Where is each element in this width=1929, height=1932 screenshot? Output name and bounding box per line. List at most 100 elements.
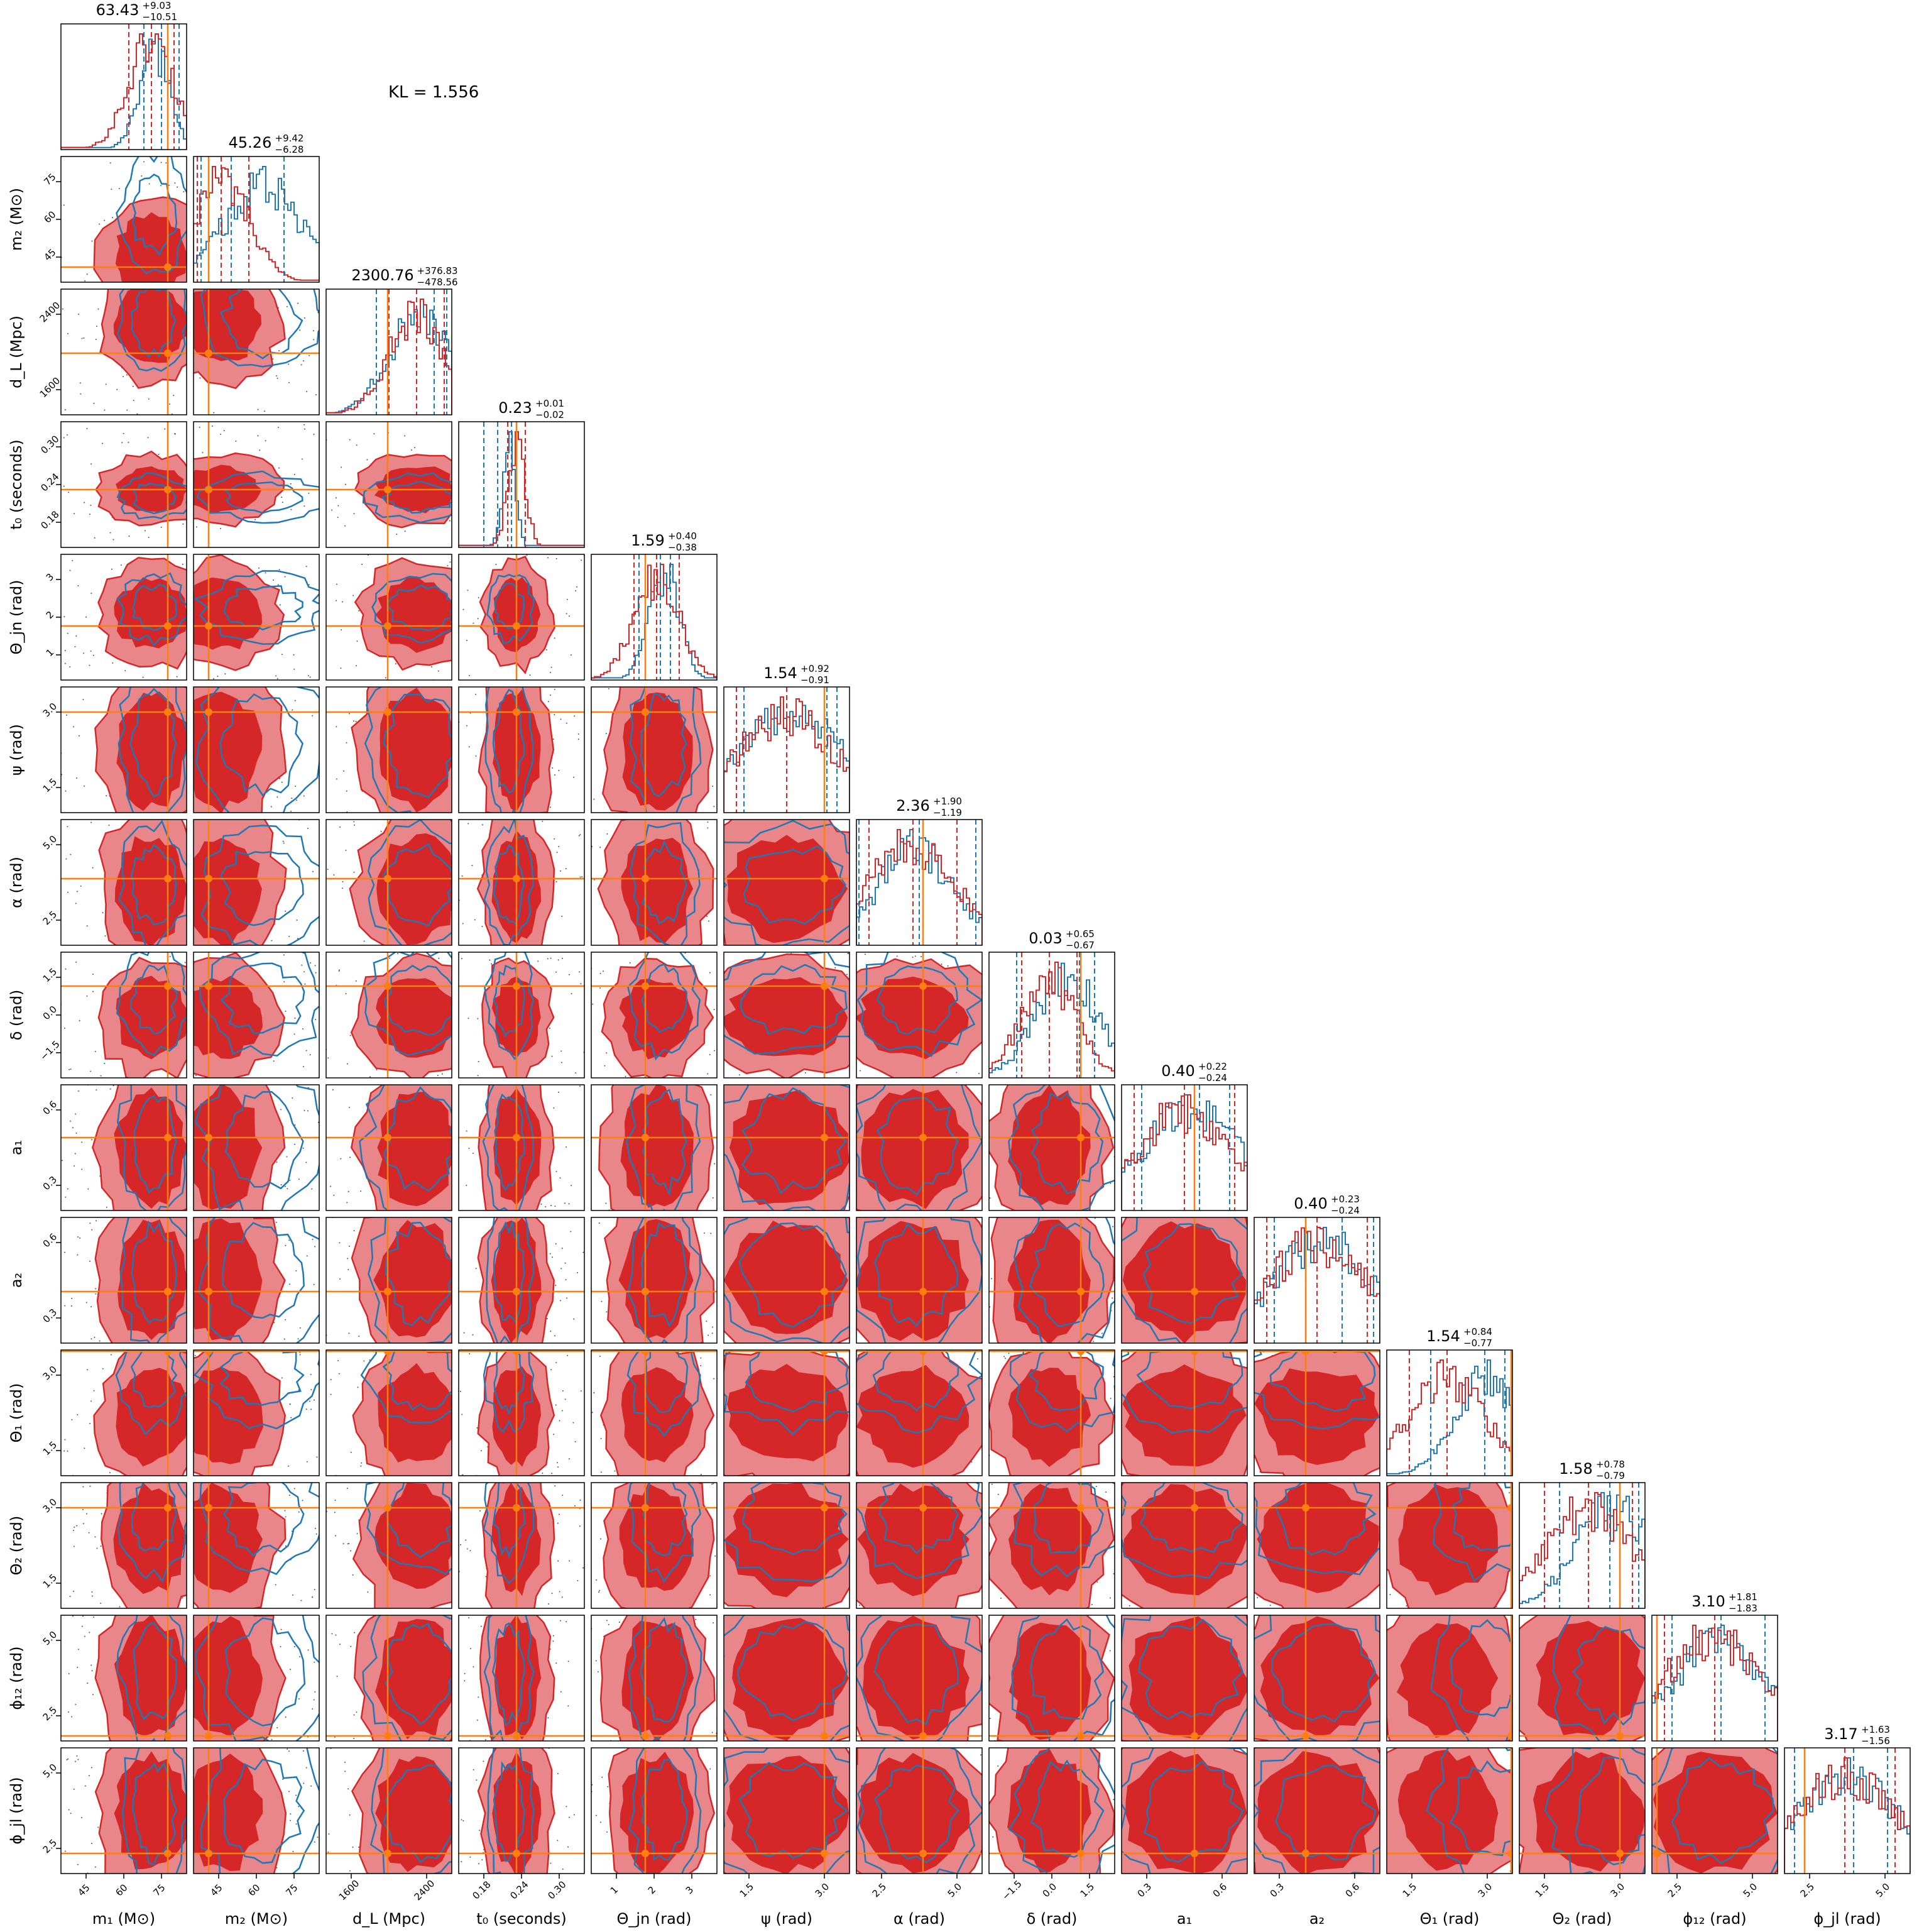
- sample-point: [601, 1438, 602, 1439]
- sample-point: [366, 459, 368, 461]
- sample-point: [276, 1222, 277, 1223]
- sample-point: [77, 585, 79, 586]
- sample-point: [1129, 1605, 1130, 1606]
- truth-point: [205, 486, 212, 493]
- sample-point: [314, 1400, 315, 1401]
- sample-point: [158, 454, 160, 455]
- sample-point: [81, 338, 82, 339]
- sample-point: [72, 560, 73, 561]
- sample-point: [356, 980, 357, 982]
- sample-point: [700, 1358, 701, 1359]
- sample-point: [1105, 1491, 1107, 1493]
- sample-point: [557, 1773, 559, 1774]
- sample-point: [336, 497, 337, 498]
- sample-point: [305, 1161, 307, 1163]
- sample-point: [1406, 1605, 1407, 1606]
- sample-point: [276, 1161, 277, 1163]
- truth-point: [384, 1732, 391, 1740]
- sample-point: [272, 358, 273, 360]
- sample-point: [87, 1682, 88, 1684]
- sample-point: [111, 189, 112, 190]
- sample-point: [557, 1466, 559, 1468]
- sample-point: [592, 1412, 593, 1413]
- sample-point: [292, 1594, 293, 1596]
- sample-point: [285, 1319, 286, 1320]
- sample-point: [64, 1028, 65, 1029]
- sample-point: [312, 1239, 314, 1240]
- sample-point: [356, 444, 358, 446]
- sample-point: [605, 1203, 606, 1204]
- sample-point: [101, 1513, 102, 1515]
- sample-point: [90, 1400, 92, 1402]
- sample-point: [74, 513, 75, 514]
- sample-point: [68, 1711, 69, 1713]
- marginal-title-value: 2.36: [896, 797, 929, 815]
- sample-point: [303, 971, 305, 972]
- truth-point: [1077, 1134, 1085, 1141]
- sample-point: [308, 493, 309, 494]
- sample-point: [278, 584, 279, 585]
- sample-point: [707, 1073, 708, 1075]
- sample-point: [89, 1222, 90, 1224]
- sample-point: [94, 537, 96, 539]
- truth-point: [1077, 1504, 1085, 1512]
- sample-point: [713, 1009, 714, 1010]
- sample-point: [353, 720, 354, 722]
- marginal-title-minus: −0.38: [668, 542, 697, 553]
- sample-point: [411, 449, 412, 451]
- sample-point: [485, 1739, 486, 1740]
- sample-point: [81, 1169, 82, 1170]
- sample-point: [121, 564, 122, 566]
- sample-point: [298, 1512, 300, 1513]
- sample-point: [357, 1533, 358, 1534]
- truth-point: [513, 708, 520, 716]
- sample-point: [104, 220, 105, 221]
- sample-point: [566, 613, 567, 614]
- sample-point: [567, 1355, 568, 1356]
- truth-point: [205, 982, 212, 990]
- sample-point: [481, 926, 483, 927]
- sample-point: [196, 526, 197, 527]
- sample-point: [79, 735, 80, 737]
- sample-point: [93, 1616, 94, 1618]
- sample-point: [1113, 1799, 1114, 1800]
- sample-point: [106, 383, 107, 385]
- sample-point: [75, 1704, 76, 1705]
- sample-point: [558, 1092, 559, 1093]
- x-axis-label: δ (rad): [1027, 1910, 1078, 1928]
- sample-point: [437, 1075, 439, 1076]
- sample-point: [555, 1285, 556, 1286]
- sample-point: [76, 1755, 77, 1757]
- sample-point: [281, 1629, 282, 1630]
- sample-point: [82, 1626, 83, 1627]
- sample-point: [254, 519, 256, 520]
- marginal-title-minus: −0.02: [535, 409, 564, 420]
- sample-point: [475, 694, 476, 695]
- truth-point: [919, 1850, 927, 1857]
- sample-point: [604, 1065, 605, 1067]
- truth-point: [164, 875, 172, 882]
- x-axis-label: a₂: [1309, 1910, 1325, 1928]
- marginal-title-value: 45.26: [229, 134, 272, 151]
- sample-point: [571, 654, 572, 656]
- sample-point: [467, 1548, 468, 1549]
- sample-point: [347, 1063, 348, 1065]
- sample-point: [315, 972, 317, 974]
- sample-point: [332, 1089, 334, 1090]
- sample-point: [361, 1463, 362, 1464]
- sample-point: [948, 965, 949, 967]
- sample-point: [347, 1488, 348, 1489]
- sample-point: [992, 1836, 993, 1838]
- sample-point: [161, 162, 162, 163]
- sample-point: [483, 1760, 484, 1762]
- sample-point: [148, 398, 150, 400]
- sample-point: [311, 1188, 312, 1190]
- marginal-title-minus: −1.19: [933, 807, 962, 818]
- sample-point: [65, 663, 66, 664]
- sample-point: [342, 601, 343, 603]
- x-axis-label: t₀ (seconds): [476, 1910, 566, 1928]
- sample-point: [119, 1606, 120, 1608]
- sample-point: [481, 1859, 483, 1860]
- sample-point: [482, 824, 483, 825]
